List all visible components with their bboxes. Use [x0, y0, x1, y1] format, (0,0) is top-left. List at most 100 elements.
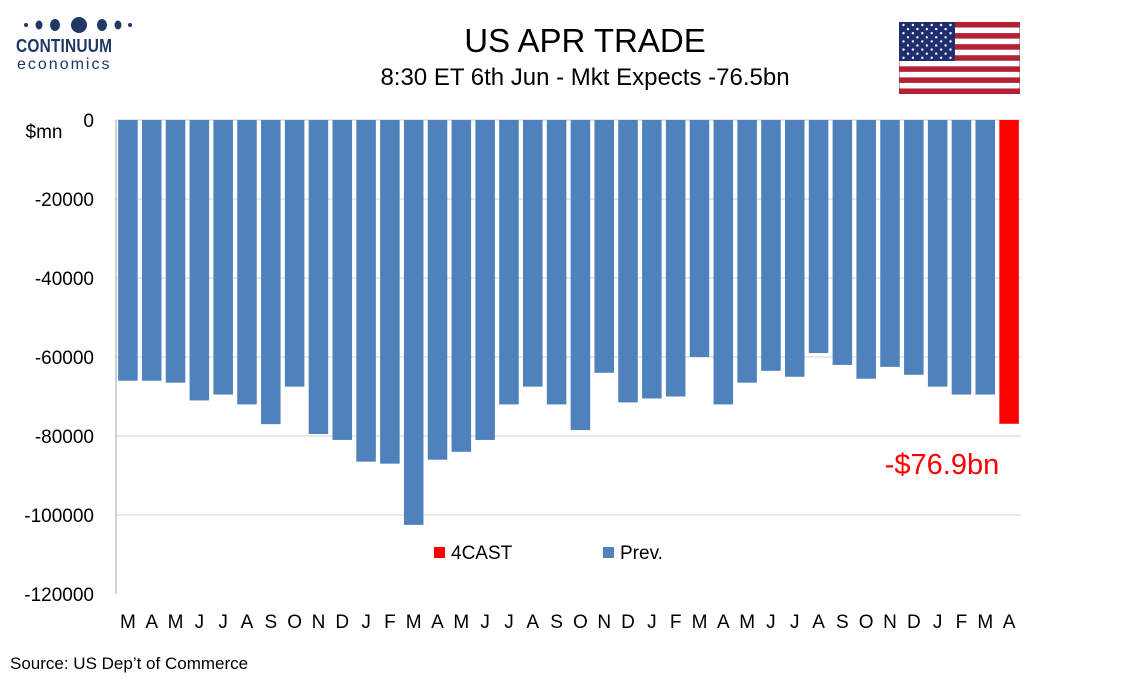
x-tick-label: N: [883, 612, 897, 633]
x-tick-label: J: [933, 612, 943, 633]
bar-prev: [403, 120, 424, 525]
x-tick-label: M: [120, 612, 136, 633]
x-tick-label: J: [504, 612, 514, 633]
bar-forecast: [999, 120, 1019, 424]
x-tick-label: S: [264, 612, 277, 633]
x-tick-label: J: [195, 612, 205, 633]
x-tick-label: D: [907, 612, 921, 633]
legend-label: 4CAST: [451, 543, 513, 564]
x-tick-label: A: [1003, 612, 1016, 633]
bar-prev: [880, 120, 900, 367]
y-tick-label: -60000: [35, 348, 94, 369]
chart-title: US APR TRADE: [464, 22, 706, 59]
bar-prev: [856, 120, 876, 379]
x-tick-label: J: [647, 612, 657, 633]
x-tick-label: S: [836, 612, 849, 633]
bar-prev: [523, 120, 543, 387]
bar-prev: [904, 120, 924, 375]
x-tick-label: A: [431, 612, 444, 633]
bar-prev: [118, 120, 138, 381]
legend-swatch: [434, 547, 445, 558]
x-tick-label: J: [218, 612, 228, 633]
bar-prev: [475, 120, 495, 440]
legend: 4CAST Prev.: [434, 543, 663, 564]
legend-swatch: [603, 547, 614, 558]
x-tick-label: M: [692, 612, 708, 633]
bar-prev: [642, 120, 662, 399]
bar-prev: [213, 120, 233, 395]
bar-prev: [141, 120, 162, 381]
y-tick-label: -120000: [24, 585, 94, 606]
bar-prev: [380, 120, 400, 464]
bar-prev: [261, 120, 281, 425]
bar-prev: [427, 120, 448, 460]
bar-prev: [975, 120, 996, 395]
bars: [118, 120, 1019, 525]
bar-prev: [165, 120, 186, 383]
bar-prev: [784, 120, 805, 377]
x-tick-label: A: [812, 612, 825, 633]
axes: 0 -20000 -40000 -60000 -80000 -100000 -120000 M…: [24, 111, 1015, 633]
y-axis-label: $mn: [26, 122, 63, 143]
x-tick-label: M: [739, 612, 755, 633]
bar-prev: [761, 120, 781, 371]
x-tick-label: M: [168, 612, 184, 633]
bar-prev: [570, 120, 591, 431]
us-flag-icon: [899, 22, 1020, 94]
bar-prev: [451, 120, 472, 452]
y-tick-label: -40000: [35, 269, 94, 290]
bar-prev: [189, 120, 210, 401]
x-tick-label: O: [573, 612, 588, 633]
x-tick-label: D: [621, 612, 635, 633]
bar-prev: [618, 120, 638, 403]
bar-prev: [808, 120, 829, 354]
x-tick-label: A: [526, 612, 539, 633]
bar-prev: [713, 120, 734, 405]
bar-prev: [951, 120, 972, 395]
logo-brand-text: CONTINUUM: [16, 36, 113, 56]
x-tick-label: S: [550, 612, 563, 633]
x-tick-label: F: [384, 612, 396, 633]
x-tick-label: J: [361, 612, 371, 633]
x-tick-label: A: [145, 612, 158, 633]
bar-prev: [594, 120, 614, 373]
y-tick-label: -20000: [35, 190, 94, 211]
x-tick-label: M: [406, 612, 422, 633]
logo-sub-text: economics: [17, 56, 112, 73]
legend-label: Prev.: [620, 543, 663, 564]
bar-prev: [237, 120, 257, 405]
bar-prev: [689, 120, 710, 357]
bar-prev: [665, 120, 686, 397]
x-tick-label: M: [977, 612, 993, 633]
bar-prev: [308, 120, 329, 435]
x-tick-label: N: [597, 612, 611, 633]
x-tick-label: F: [956, 612, 968, 633]
x-tick-label: D: [335, 612, 349, 633]
logo-dots-icon: [24, 17, 132, 33]
bar-prev: [832, 120, 853, 365]
x-tick-label: A: [717, 612, 730, 633]
x-tick-label: J: [790, 612, 800, 633]
chart-subtitle: 8:30 ET 6th Jun - Mkt Expects -76.5bn: [380, 64, 790, 91]
bar-prev: [927, 120, 948, 387]
bar-prev: [284, 120, 305, 387]
bar-prev: [737, 120, 757, 383]
x-tick-label: J: [766, 612, 776, 633]
x-tick-label: J: [480, 612, 490, 633]
x-tick-label: M: [453, 612, 469, 633]
continuum-logo: CONTINUUM economics: [12, 14, 137, 76]
x-tick-label: A: [241, 612, 254, 633]
source-note: Source: US Dep’t of Commerce: [10, 654, 249, 673]
bar-prev: [499, 120, 519, 405]
x-tick-label: F: [670, 612, 682, 633]
bar-prev: [356, 120, 376, 462]
bar-prev: [546, 120, 567, 405]
y-tick-label: 0: [83, 111, 94, 132]
bar-prev: [332, 120, 353, 440]
y-tick-label: -100000: [24, 506, 94, 527]
y-tick-label: -80000: [35, 427, 94, 448]
x-tick-label: O: [859, 612, 874, 633]
x-tick-label: N: [312, 612, 326, 633]
x-tick-label: O: [287, 612, 302, 633]
